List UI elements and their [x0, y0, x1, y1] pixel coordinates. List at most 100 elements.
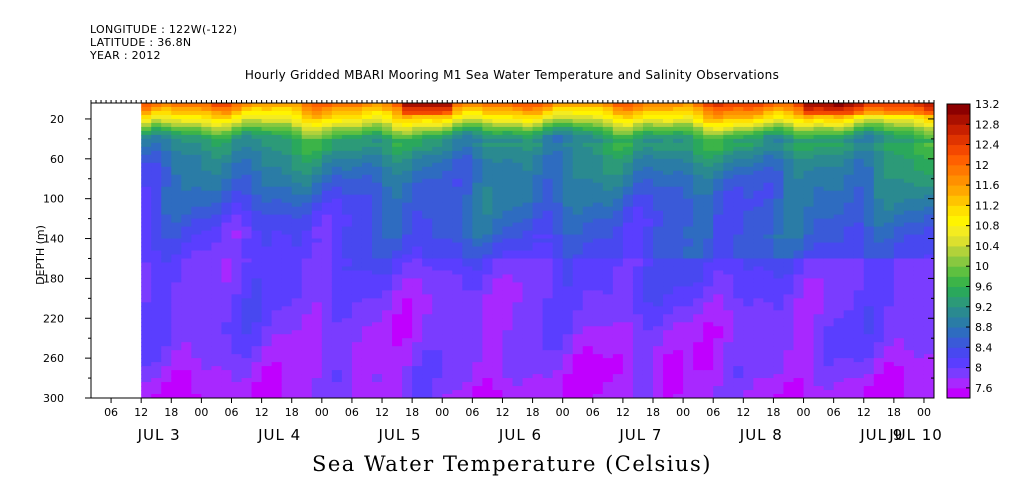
heatmap-cell	[361, 382, 373, 387]
heatmap-cell	[773, 358, 785, 363]
heatmap-cell	[552, 218, 564, 224]
heatmap-cell	[432, 302, 443, 307]
heatmap-cell	[161, 366, 172, 371]
heatmap-cell	[622, 222, 634, 228]
heatmap-cell	[713, 146, 724, 152]
heatmap-cell	[281, 166, 293, 172]
heatmap-cell	[642, 322, 654, 327]
heatmap-cell	[733, 103, 744, 108]
heatmap-cell	[251, 246, 263, 252]
heatmap-cell	[753, 174, 764, 180]
heatmap-cell	[502, 246, 514, 252]
heatmap-cell	[773, 186, 785, 192]
heatmap-cell	[151, 274, 162, 280]
heatmap-cell	[432, 354, 443, 359]
heatmap-cell	[311, 138, 323, 144]
heatmap-cell	[271, 190, 283, 196]
heatmap-cell	[582, 334, 594, 339]
heatmap-cell	[261, 286, 273, 291]
heatmap-cell	[351, 122, 363, 128]
heatmap-cell	[673, 178, 684, 184]
heatmap-cell	[382, 350, 393, 355]
heatmap-cell	[552, 390, 564, 395]
heatmap-cell	[311, 178, 323, 184]
heatmap-cell	[201, 174, 213, 180]
heatmap-cell	[432, 186, 443, 192]
heatmap-cell	[572, 386, 584, 391]
heatmap-cell	[542, 286, 554, 291]
heatmap-cell	[472, 266, 483, 272]
heatmap-cell	[231, 230, 243, 236]
heatmap-cell	[301, 254, 313, 260]
heatmap-cell	[161, 134, 172, 140]
heatmap-cell	[582, 134, 594, 140]
heatmap-cell	[442, 218, 453, 224]
heatmap-cell	[291, 278, 303, 283]
heatmap-cell	[562, 262, 574, 268]
heatmap-cell	[723, 246, 734, 252]
heatmap-cell	[532, 166, 544, 172]
heatmap-cell	[351, 334, 363, 339]
heatmap-cell	[763, 162, 775, 168]
heatmap-cell	[231, 122, 243, 128]
heatmap-cell	[171, 350, 182, 355]
heatmap-cell	[191, 230, 202, 236]
heatmap-cell	[211, 138, 223, 144]
heatmap-cell	[472, 178, 483, 184]
heatmap-cell	[763, 382, 775, 387]
heatmap-cell	[281, 118, 293, 124]
heatmap-cell	[683, 278, 694, 283]
heatmap-cell	[341, 270, 353, 276]
heatmap-cell	[632, 382, 644, 387]
heatmap-cell	[452, 134, 463, 140]
heatmap-cell	[542, 246, 554, 252]
heatmap-cell	[492, 114, 504, 120]
heatmap-cell	[683, 178, 694, 184]
heatmap-cell	[251, 386, 263, 391]
heatmap-cell	[251, 374, 263, 379]
heatmap-cell	[161, 306, 172, 311]
heatmap-cell	[462, 218, 473, 224]
heatmap-cell	[572, 334, 584, 339]
heatmap-cell	[673, 322, 684, 327]
heatmap-cell	[622, 350, 634, 355]
heatmap-cell	[572, 390, 584, 395]
heatmap-cell	[382, 130, 393, 136]
heatmap-cell	[502, 126, 514, 132]
heatmap-cell	[773, 378, 785, 383]
heatmap-cell	[291, 302, 303, 307]
heatmap-cell	[442, 346, 453, 351]
heatmap-cell	[703, 154, 714, 160]
heatmap-cell	[442, 258, 453, 264]
heatmap-cell	[542, 358, 554, 363]
heatmap-cell	[392, 182, 403, 188]
heatmap-cell	[763, 222, 775, 228]
heatmap-cell	[261, 318, 273, 323]
heatmap-cell	[532, 278, 544, 283]
heatmap-cell	[582, 130, 594, 136]
heatmap-cell	[512, 190, 524, 196]
heatmap-cell	[311, 310, 323, 315]
heatmap-cell	[783, 386, 795, 391]
heatmap-cell	[783, 130, 795, 136]
heatmap-cell	[402, 350, 413, 355]
heatmap-cell	[763, 302, 775, 307]
heatmap-cell	[612, 354, 624, 359]
heatmap-cell	[502, 362, 514, 367]
heatmap-cell	[512, 234, 524, 240]
heatmap-cell	[151, 258, 162, 264]
heatmap-cell	[432, 258, 443, 264]
heatmap-cell	[763, 150, 775, 156]
heatmap-cell	[542, 178, 554, 184]
heatmap-cell	[251, 334, 263, 339]
heatmap-cell	[763, 282, 775, 287]
heatmap-cell	[562, 218, 574, 224]
heatmap-cell	[773, 346, 785, 351]
heatmap-cell	[482, 146, 494, 152]
heatmap-cell	[161, 166, 172, 172]
heatmap-cell	[201, 122, 213, 128]
heatmap-cell	[723, 198, 734, 204]
heatmap-cell	[552, 326, 564, 331]
heatmap-cell	[161, 374, 172, 379]
heatmap-cell	[261, 310, 273, 315]
